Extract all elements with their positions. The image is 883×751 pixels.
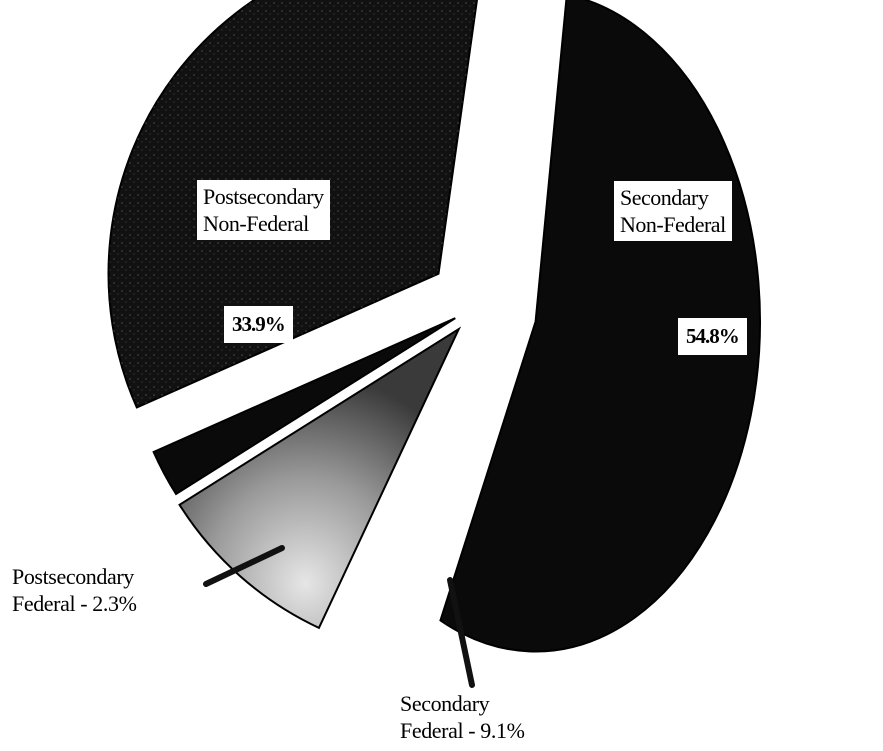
slice-postsecondary-federal bbox=[152, 317, 456, 496]
value-secondary-nonfederal: 54.8% bbox=[678, 318, 747, 355]
label-secondary-nonfederal: Secondary Non-Federal bbox=[614, 181, 732, 241]
label-postsecondary-nonfederal: Postsecondary Non-Federal bbox=[197, 180, 330, 240]
label-postsecondary-federal: Postsecondary Federal - 2.3% bbox=[12, 564, 137, 616]
slice-secondary-nonfederal bbox=[439, 0, 761, 653]
leader-line-secondary-federal bbox=[447, 577, 475, 688]
leader-line-postsecondary-federal bbox=[203, 545, 285, 587]
value-postsecondary-nonfederal: 33.9% bbox=[224, 306, 293, 343]
label-secondary-federal: Secondary Federal - 9.1% bbox=[400, 691, 525, 743]
slice-secondary-federal bbox=[178, 326, 462, 630]
